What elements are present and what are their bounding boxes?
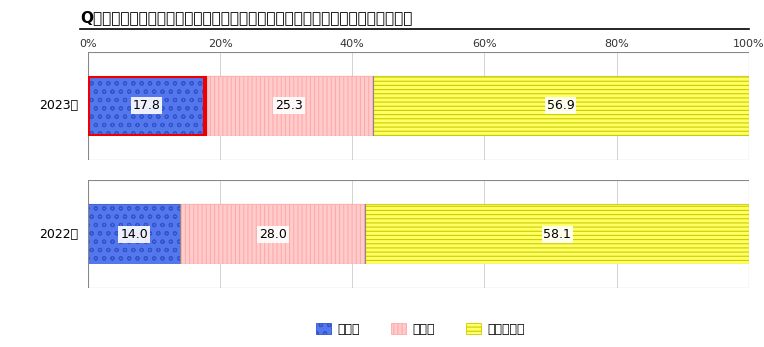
Bar [373,76,749,136]
Text: 2023年: 2023年 [39,99,78,112]
Text: 100%: 100% [733,39,764,49]
Bar [88,204,180,264]
Text: Q．昨年同時期と比較して、収入に増減はありますか（２０～５０代のみ回答）: Q．昨年同時期と比較して、収入に増減はありますか（２０～５０代のみ回答） [80,10,413,25]
Legend: 増えた, 減った, 変わらない: 増えた, 減った, 変わらない [311,318,529,341]
Text: 80%: 80% [604,39,629,49]
Text: 25.3: 25.3 [275,99,303,112]
Text: 28.0: 28.0 [259,228,286,241]
Bar [88,76,206,136]
Bar [88,76,206,136]
Text: 56.9: 56.9 [547,99,575,112]
Text: 60%: 60% [472,39,497,49]
Text: 17.8: 17.8 [133,99,160,112]
Bar [180,204,365,264]
Text: 2022年: 2022年 [39,228,78,241]
Text: 14.0: 14.0 [120,228,148,241]
Text: 58.1: 58.1 [543,228,571,241]
Text: 20%: 20% [208,39,232,49]
Text: 40%: 40% [340,39,364,49]
Bar [206,76,373,136]
Text: 0%: 0% [79,39,97,49]
Bar [365,204,749,264]
